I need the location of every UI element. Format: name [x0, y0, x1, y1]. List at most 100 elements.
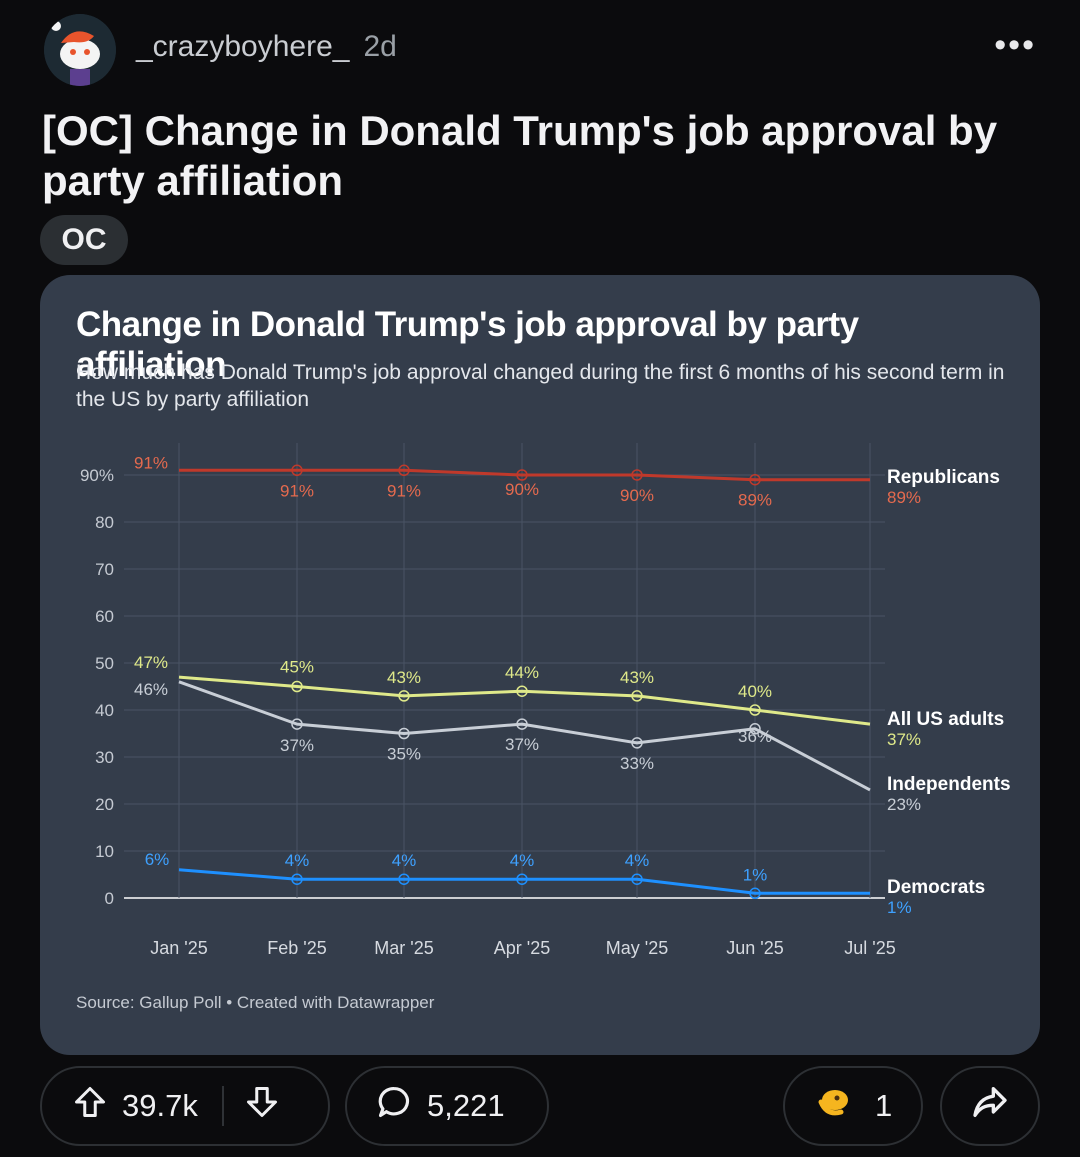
x-tick-label: Feb '25	[267, 938, 326, 958]
action-bar: 39.7k 5,221 1	[0, 1066, 1080, 1148]
data-point	[291, 680, 303, 693]
upvote-arrow-icon[interactable]	[72, 1084, 108, 1128]
x-tick-label: Jul '25	[844, 938, 895, 958]
share-arrow-icon	[970, 1082, 1010, 1130]
series-line-independents	[178, 680, 871, 792]
series-line-republicans	[179, 468, 870, 482]
data-point	[291, 718, 303, 730]
series-end-name: Democrats	[887, 877, 985, 898]
data-label: 37%	[505, 735, 539, 754]
data-label: 4%	[392, 851, 417, 870]
data-point	[398, 727, 410, 740]
vote-divider	[221, 1086, 224, 1126]
data-point	[631, 469, 643, 481]
data-label: 4%	[285, 851, 310, 870]
reddit-snoo-avatar-icon	[44, 14, 116, 86]
chart-title: Change in Donald Trump's job approval by…	[76, 305, 859, 384]
y-tick-label: 50	[95, 654, 114, 673]
data-point	[516, 718, 528, 730]
series-end-value: 89%	[887, 488, 921, 507]
y-tick-label: 30	[95, 748, 114, 767]
y-tick-label: 60	[95, 607, 114, 626]
data-point	[291, 464, 303, 477]
data-label: 4%	[510, 851, 535, 870]
data-label: 1%	[743, 865, 768, 884]
flair-badge[interactable]: OC	[40, 215, 128, 265]
data-label: 90%	[620, 486, 654, 505]
x-tick-label: Mar '25	[374, 938, 433, 958]
x-tick-label: May '25	[606, 938, 668, 958]
comment-bubble-icon	[375, 1083, 413, 1129]
data-label: 45%	[280, 658, 314, 677]
data-label: 33%	[620, 754, 654, 773]
series-end-value: 1%	[887, 898, 912, 917]
data-label: 36%	[738, 727, 772, 746]
data-label: 40%	[738, 682, 772, 701]
post-age: 2d	[363, 30, 397, 63]
downvote-arrow-icon[interactable]	[244, 1084, 280, 1128]
comment-count: 5,221	[427, 1088, 505, 1123]
data-point	[291, 873, 303, 885]
more-options-icon[interactable]: •••	[994, 26, 1036, 64]
chart-source: Source: Gallup Poll • Created with Dataw…	[76, 993, 435, 1012]
award-icon	[813, 1082, 853, 1130]
data-point	[516, 873, 528, 885]
y-tick-label: 40	[95, 701, 114, 720]
y-tick-label: 10	[95, 842, 114, 861]
y-tick-label: 0	[105, 889, 114, 908]
post-header: _crazyboyhere_ 2d •••	[0, 0, 1080, 100]
data-point	[631, 737, 643, 749]
username[interactable]: _crazyboyhere_	[136, 30, 350, 63]
post-meta: _crazyboyhere_ 2d	[136, 30, 397, 64]
data-point	[516, 685, 528, 697]
data-point	[398, 690, 410, 702]
chart-subtitle: How much has Donald Trump's job approval…	[76, 361, 1005, 411]
series-end-value: 37%	[887, 730, 921, 749]
comments-button[interactable]: 5,221	[345, 1066, 549, 1146]
series-end-name: All US adults	[887, 709, 1004, 730]
data-point	[749, 704, 761, 716]
data-point	[398, 873, 410, 885]
series-end-value: 23%	[887, 795, 921, 814]
data-point	[631, 690, 643, 702]
series-line-democrats	[178, 868, 870, 895]
award-count: 1	[875, 1088, 893, 1123]
data-point	[398, 464, 410, 477]
data-point	[749, 473, 761, 486]
award-button[interactable]: 1	[783, 1066, 923, 1146]
chart-image[interactable]: Change in Donald Trump's job approval by…	[40, 275, 1040, 1055]
x-tick-label: Jan '25	[150, 938, 207, 958]
y-tick-label: 70	[95, 560, 114, 579]
data-label: 37%	[280, 736, 314, 755]
data-label: 91%	[134, 453, 168, 472]
data-label: 43%	[387, 668, 421, 687]
y-tick-label: 80	[95, 513, 114, 532]
x-tick-label: Apr '25	[494, 938, 550, 958]
data-label: 89%	[738, 491, 772, 510]
y-tick-label: 90%	[80, 466, 114, 485]
data-label: 90%	[505, 480, 539, 499]
series-line-all-us-adults	[178, 675, 871, 726]
data-label: 35%	[387, 745, 421, 764]
data-label: 43%	[620, 668, 654, 687]
upvote-count: 39.7k	[122, 1088, 198, 1123]
data-point	[516, 469, 528, 481]
series-end-name: Republicans	[887, 467, 1000, 488]
line-chart: 90% 80 70 60 50 40 30 20 10 0 Jan '25 Feb '25 Mar '2…	[80, 443, 1011, 958]
series-end-name: Independents	[887, 774, 1011, 795]
data-point	[749, 887, 761, 900]
y-tick-label: 20	[95, 795, 114, 814]
data-label: 6%	[145, 850, 170, 869]
data-label: 44%	[505, 663, 539, 682]
data-point	[749, 723, 761, 735]
data-label: 47%	[134, 653, 168, 672]
user-avatar[interactable]	[44, 14, 116, 86]
share-button[interactable]	[940, 1066, 1040, 1146]
data-label: 4%	[625, 851, 650, 870]
data-point	[631, 873, 643, 885]
data-label: 91%	[280, 481, 314, 500]
data-label: 46%	[134, 680, 168, 699]
vote-control: 39.7k	[40, 1066, 330, 1146]
data-label: 91%	[387, 481, 421, 500]
post-title[interactable]: [OC] Change in Donald Trump's job approv…	[42, 107, 998, 204]
